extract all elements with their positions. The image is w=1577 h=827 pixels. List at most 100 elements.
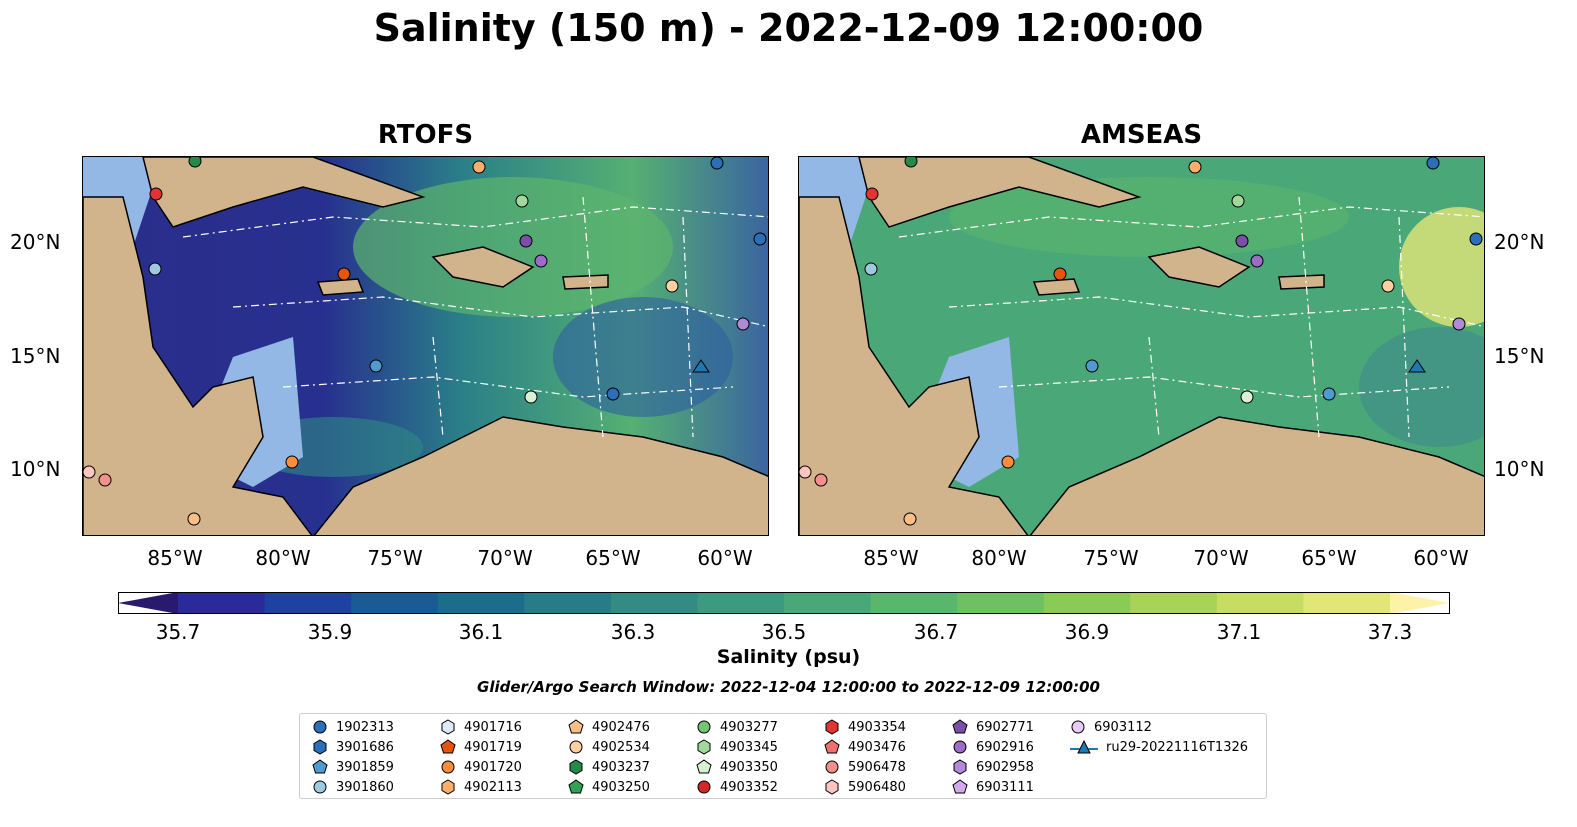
lon-tick-label: 80°W [971,546,1027,570]
legend-item-label: 5906478 [848,759,906,775]
circle-marker-icon [313,780,327,794]
colorbar-cell [957,592,1045,614]
glider-marker-ru29 [692,359,710,373]
panel-title-rtofs: RTOFS [377,120,474,150]
float-marker-6902958 [1452,317,1466,331]
lat-tick-label: 10°N [1494,457,1545,481]
colorbar-label: Salinity (psu) [716,646,861,668]
puerto-rico-land [1278,274,1325,290]
float-marker-4902534 [1381,279,1395,293]
colorbar-cell [351,592,439,614]
legend-item: 1902313 [312,718,394,736]
legend-item-label: 4903237 [592,759,650,775]
legend-item: 3901860 [312,778,394,796]
float-marker-6902916 [534,254,548,268]
legend-item-label: 4902476 [592,719,650,735]
cuba-land [142,157,426,228]
lon-tick-label: 65°W [1301,546,1357,570]
amseas-map-canvas [799,157,1484,535]
float-marker-4903354 [149,187,163,201]
float-marker-3901859 [1085,359,1099,373]
hexagon-marker-icon [569,759,583,775]
lat-tick-label: 15°N [10,344,61,368]
legend-item: 3901859 [312,758,394,776]
lon-tick-label: 65°W [585,546,641,570]
lon-tick-label: 75°W [1083,546,1139,570]
legend-item: 4903476 [824,738,906,756]
legend-item-label: 4903345 [720,739,778,755]
colorbar-cell [524,592,612,614]
legend-item-label: 6902771 [976,719,1034,735]
legend-item: 6903111 [952,778,1034,796]
lon-tick-label: 70°W [1193,546,1249,570]
pentagon-marker-icon [952,719,968,734]
circle-marker-icon [1071,720,1085,734]
legend-item-label: 3901860 [336,779,394,795]
colorbar-cell [437,592,525,614]
legend-item-label: 4903277 [720,719,778,735]
colorbar-cell [1303,592,1391,614]
colorbar-cell [178,592,266,614]
lat-tick-label: 10°N [10,457,61,481]
legend-item: 6902771 [952,718,1034,736]
legend-item-label: 3901859 [336,759,394,775]
legend-item: 4903354 [824,718,906,736]
legend-item-label: 6902916 [976,739,1034,755]
colorbar-tick-label: 36.3 [610,620,656,644]
legend-item-label: 6902958 [976,759,1034,775]
amseas-high-salinity-patch [1399,207,1484,327]
float-marker-1902313 [1426,157,1440,170]
float-marker [1322,387,1336,401]
legend-item: 5906480 [824,778,906,796]
lat-tick-label: 15°N [1494,344,1545,368]
colorbar-cell [870,592,958,614]
eez-boundary [432,196,694,438]
hexagon-marker-icon [825,719,839,735]
eez-boundary [182,206,768,238]
float-marker-6902771 [519,234,533,248]
colorbar-cell [1216,592,1304,614]
rtofs-eddy [553,297,733,417]
float-marker [606,387,620,401]
legend-item-label: 4903352 [720,779,778,795]
legend-item: 4903345 [696,738,778,756]
colorbar-tick-label: 35.7 [155,620,201,644]
pentagon-marker-icon [312,759,328,774]
central-america-land [799,196,1029,535]
circle-marker-icon [313,720,327,734]
hispaniola-land [431,246,535,288]
hexagon-marker-icon [953,759,967,775]
legend-item: 6902958 [952,758,1034,776]
colorbar-outline [118,592,1450,614]
legend-item-label: 4903476 [848,739,906,755]
legend-item: 4901720 [440,758,522,776]
legend-item-label: 5906480 [848,779,906,795]
puerto-rico-land [562,274,609,290]
float-marker-4903237 [904,157,918,168]
float-marker-4903354 [865,187,879,201]
triangle-line-marker-icon [1070,739,1098,754]
figure-title: Salinity (150 m) - 2022-12-09 12:00:00 [373,6,1204,50]
colorbar-tick-label: 35.9 [307,620,353,644]
legend-item: 4901716 [440,718,522,736]
central-america-land [83,196,313,535]
legend-item-label: 4903250 [592,779,650,795]
pentagon-marker-icon [952,779,968,794]
eez-boundary [1148,196,1410,438]
lon-tick-label: 70°W [477,546,533,570]
legend-item: 4903352 [696,778,778,796]
colorbar-cell [264,592,352,614]
lon-tick-label: 85°W [863,546,919,570]
float-marker-6902916 [1250,254,1264,268]
legend-item: 4903277 [696,718,778,736]
float-marker-4901720 [1001,455,1015,469]
legend-item-label: 6903111 [976,779,1034,795]
legend-item: 6902916 [952,738,1034,756]
lon-tick-label: 60°W [697,546,753,570]
jamaica-land [1032,278,1081,296]
legend-item: 6903112 [1070,718,1152,736]
float-marker-4903350 [524,390,538,404]
pentagon-marker-icon [440,739,456,754]
float-marker-6902958 [736,317,750,331]
hexagon-marker-icon [441,719,455,735]
